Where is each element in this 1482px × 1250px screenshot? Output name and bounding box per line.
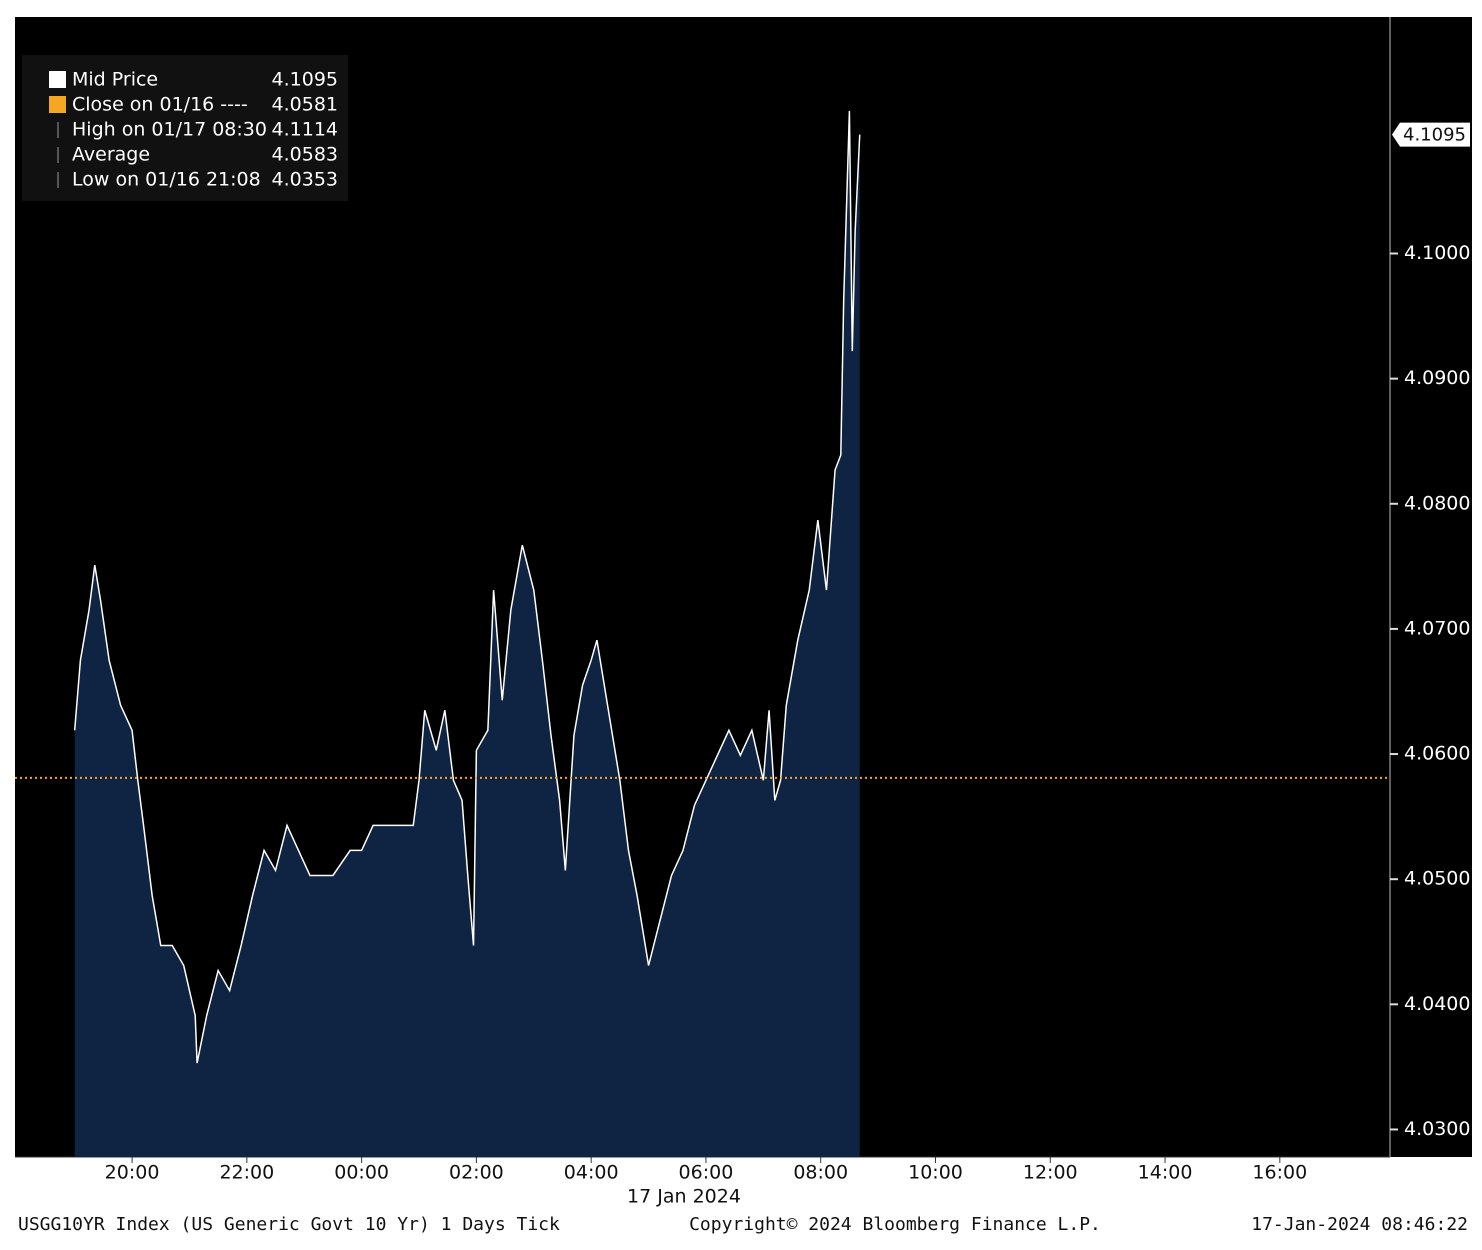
y-tick-label: 4.0900 [1404,367,1470,389]
last-price-tag [1392,122,1470,147]
date-label: 17 Jan 2024 [627,1186,741,1208]
y-tick-label: 4.0400 [1404,993,1470,1015]
x-tick-label: 16:00 [1252,1162,1307,1184]
x-tick-label: 06:00 [679,1162,734,1184]
x-tick-label: 14:00 [1138,1162,1193,1184]
y-tick-label: 4.0500 [1404,868,1470,890]
legend-label: Mid Price [72,69,158,91]
data-layer [15,110,1390,1157]
y-tick-label: 4.0300 [1404,1118,1470,1140]
legend-label: Average [72,144,150,166]
y-tick-label: 4.0600 [1404,743,1470,765]
x-tick-label: 10:00 [908,1162,963,1184]
footer-right: 17-Jan-2024 08:46:22 [1251,1214,1468,1235]
legend-label: Close on 01/16 ---- [72,94,248,116]
legend-swatch [49,71,66,88]
legend-label: Low on 01/16 21:08 [72,169,261,191]
y-tick-label: 4.0800 [1404,492,1470,514]
footer-left: USGG10YR Index (US Generic Govt 10 Yr) 1… [18,1214,560,1235]
y-tick-label: 4.1000 [1404,242,1470,264]
y-tick-label: 4.0700 [1404,617,1470,639]
legend-value: 4.1095 [272,69,338,91]
legend-box [22,55,348,201]
legend-label: High on 01/17 08:30 [72,119,267,141]
price-line [73,110,861,1064]
area-fill [74,110,860,1157]
axis-panel [1390,17,1472,1157]
x-tick-label: 12:00 [1023,1162,1078,1184]
x-tick-label: 08:00 [793,1162,848,1184]
x-tick-label: 22:00 [219,1162,274,1184]
last-price-label: 4.1095 [1403,125,1466,146]
x-tick-label: 20:00 [105,1162,160,1184]
legend-value: 4.0583 [272,144,338,166]
legend-value: 4.0353 [272,169,338,191]
legend-value: 4.0581 [272,94,338,116]
legend-value: 4.1114 [272,119,338,141]
x-tick-label: 04:00 [564,1162,619,1184]
x-tick-label: 02:00 [449,1162,504,1184]
legend-swatch [49,96,66,113]
x-tick-label: 00:00 [334,1162,389,1184]
footer-center: Copyright© 2024 Bloomberg Finance L.P. [689,1214,1101,1235]
